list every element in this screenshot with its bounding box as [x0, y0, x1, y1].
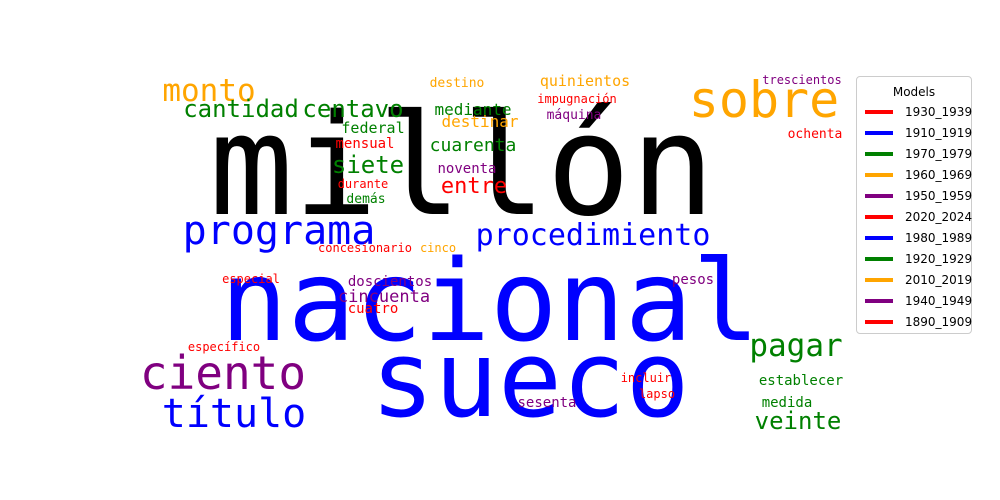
legend-swatch: [865, 130, 893, 135]
word-quinientos: quinientos: [540, 72, 630, 90]
legend-swatch: [865, 298, 893, 303]
word-procedimiento: procedimiento: [476, 218, 711, 253]
word-cantidad: cantidad: [183, 95, 299, 123]
word-título: título: [162, 391, 307, 437]
word-noventa: noventa: [437, 161, 496, 177]
word-pagar: pagar: [749, 328, 842, 364]
word-doscientos: doscientos: [348, 274, 432, 290]
word-federal: federal: [341, 119, 404, 137]
word-trescientos: trescientos: [762, 73, 841, 87]
word-concesionario: concesionario: [318, 241, 412, 255]
legend-item-1920_1929: 1920_1929: [857, 248, 973, 269]
word-cincuenta: cincuenta: [338, 287, 430, 307]
word-impugnación: impugnación: [537, 92, 616, 106]
legend-swatch: [865, 214, 893, 219]
word-cinco: cinco: [420, 241, 456, 255]
legend-item-1910_1919: 1910_1919: [857, 122, 973, 143]
legend-label: 1970_1979: [905, 146, 973, 161]
word-sueco: sueco: [370, 318, 689, 441]
word-máquina: máquina: [547, 108, 602, 123]
legend-swatch: [865, 151, 893, 156]
legend-label: 1950_1959: [905, 188, 973, 203]
word-destino: destino: [430, 76, 485, 91]
word-ochenta: ochenta: [788, 127, 843, 142]
legend-label: 1940_1949: [905, 293, 973, 308]
word-programa: programa: [183, 208, 376, 254]
legend-swatch: [865, 109, 893, 114]
legend-title: Models: [892, 85, 936, 99]
word-entre: entre: [441, 174, 507, 199]
legend-label: 1920_1929: [905, 251, 973, 266]
word-demás: demás: [346, 192, 385, 207]
legend-item-1970_1979: 1970_1979: [857, 143, 973, 164]
legend-item-1930_1939: 1930_1939: [857, 101, 973, 122]
word-sesenta: sesenta: [517, 395, 576, 411]
legend-swatch: [865, 193, 893, 198]
word-destinar: destinar: [441, 112, 518, 131]
word-nacional: nacional: [220, 237, 759, 367]
word-ciento: ciento: [140, 346, 306, 400]
legend-label: 2020_2024: [905, 209, 973, 224]
word-centavo: centavo: [302, 95, 403, 123]
word-establecer: establecer: [759, 373, 843, 389]
word-lapso: lapso: [639, 387, 675, 401]
word-cuarenta: cuarenta: [430, 135, 517, 156]
legend-label: 1980_1989: [905, 230, 973, 245]
legend-label: 1960_1969: [905, 167, 973, 182]
legend-swatch: [865, 319, 893, 324]
legend: Models 1930_1939 1910_1919 1970_1979 1960_1…: [856, 76, 972, 334]
legend-label: 1910_1919: [905, 125, 973, 140]
word-millón: millón: [209, 85, 715, 248]
word-pesos: pesos: [672, 272, 714, 288]
word-especial: especial: [222, 272, 280, 286]
legend-item-1940_1949: 1940_1949: [857, 290, 973, 311]
legend-label: 1930_1939: [905, 104, 973, 119]
word-monto: monto: [162, 73, 255, 109]
word-mensual: mensual: [335, 136, 394, 152]
word-incluir: incluir: [621, 371, 672, 385]
legend-item-1890_1909: 1890_1909: [857, 311, 973, 332]
legend-label: 1890_1909: [905, 314, 973, 329]
word-durante: durante: [338, 177, 389, 191]
word-sobre: sobre: [689, 71, 840, 129]
word-específico: específico: [188, 340, 260, 354]
legend-swatch: [865, 256, 893, 261]
word-veinte: veinte: [755, 407, 842, 435]
legend-item-1980_1989: 1980_1989: [857, 227, 973, 248]
legend-swatch: [865, 235, 893, 240]
legend-swatch: [865, 172, 893, 177]
legend-item-1960_1969: 1960_1969: [857, 164, 973, 185]
legend-item-1950_1959: 1950_1959: [857, 185, 973, 206]
word-medida: medida: [762, 395, 813, 411]
legend-item-2010_2019: 2010_2019: [857, 269, 973, 290]
word-mediante: mediante: [434, 100, 511, 119]
legend-label: 2010_2019: [905, 272, 973, 287]
legend-item-2020_2024: 2020_2024: [857, 206, 973, 227]
word-cuatro: cuatro: [348, 301, 399, 317]
word-siete: siete: [332, 151, 404, 179]
legend-swatch: [865, 277, 893, 282]
